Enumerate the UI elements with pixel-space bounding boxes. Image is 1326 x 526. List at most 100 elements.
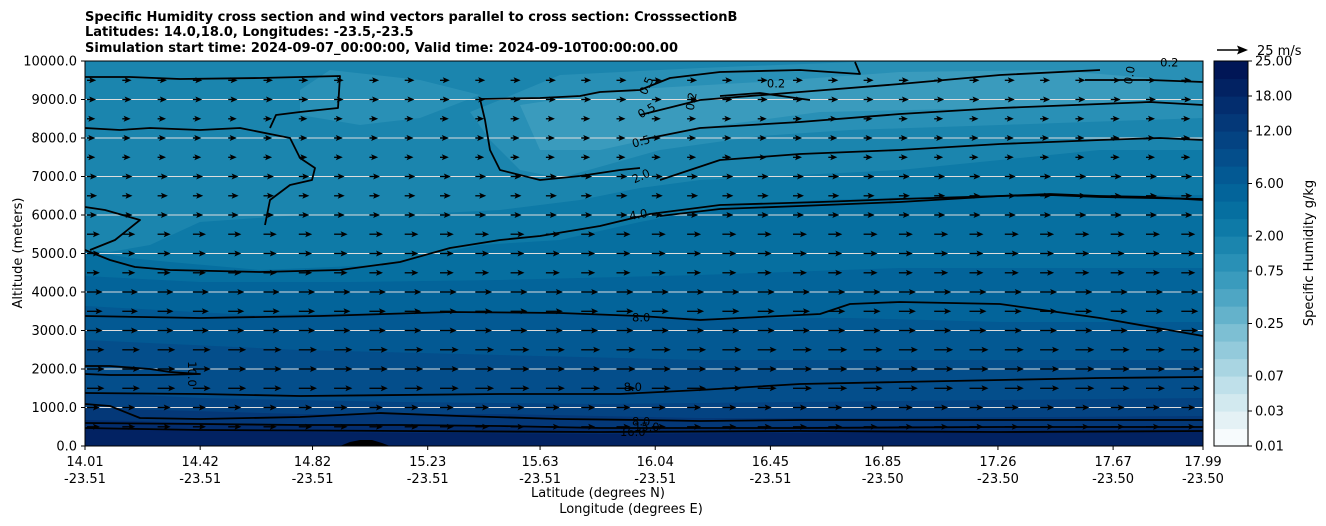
wind-arrow-head: [866, 77, 874, 84]
wind-arrow-head: [92, 231, 100, 238]
wind-arrow-head: [1052, 346, 1060, 353]
wind-arrow-head: [1077, 115, 1085, 122]
wind-arrow-head: [479, 212, 487, 218]
wind-arrow-head: [234, 404, 242, 411]
wind-arrow-head: [946, 385, 954, 392]
wind-arrow-head: [343, 327, 351, 334]
wind-arrow-head: [840, 385, 848, 392]
wind-arrow-head: [446, 404, 454, 411]
wind-arrow-head: [795, 135, 802, 141]
contour-label: 8.0: [632, 415, 650, 429]
wind-arrow-head: [900, 115, 908, 122]
wind-arrow-head: [870, 269, 878, 276]
wind-arrow-head: [477, 154, 485, 161]
wind-arrow-head: [654, 96, 662, 103]
wind-arrow-head: [937, 96, 945, 103]
wind-arrow-head: [1112, 115, 1120, 122]
wind-arrow-head: [726, 173, 734, 180]
x-tick-label-lon: -23.51: [64, 472, 106, 487]
wind-arrow-head: [1087, 366, 1095, 372]
wind-arrow-head: [658, 423, 666, 430]
wind-arrow-head: [269, 250, 277, 257]
colorbar-band: [1214, 131, 1248, 150]
wind-reference-key: 25 m/s: [1217, 44, 1302, 59]
wind-arrow-head: [1150, 192, 1157, 199]
wind-arrow-head: [195, 96, 203, 103]
wind-arrow-head: [1087, 385, 1095, 392]
wind-arrow-head: [941, 269, 949, 276]
wind-arrow-head: [446, 269, 454, 276]
wind-arrow-head: [1079, 192, 1087, 199]
wind-arrow-head: [1120, 327, 1128, 334]
wind-arrow-head: [588, 404, 596, 411]
wind-arrow-head: [1016, 346, 1024, 353]
wind-arrow-head: [485, 289, 493, 295]
wind-arrow-head: [1008, 173, 1016, 180]
wind-arrow-head: [797, 173, 804, 180]
wind-arrow-head: [661, 308, 669, 315]
wind-arrow-head: [482, 423, 490, 430]
wind-arrow-head: [1078, 96, 1086, 103]
wind-arrow-head: [767, 289, 775, 295]
colorbar-band: [1214, 358, 1248, 377]
wind-arrow-head: [336, 77, 344, 84]
wind-arrow-head: [623, 423, 631, 430]
wind-arrow-head: [514, 192, 522, 199]
wind-arrow-head: [699, 346, 707, 353]
wind-arrow-head: [981, 346, 989, 353]
wind-arrow-head: [1191, 308, 1199, 315]
humidity-band-10: [520, 70, 1150, 150]
y-tick-label: 5000.0: [32, 247, 78, 262]
contour-label: 8.0: [624, 380, 642, 394]
wind-arrow-head: [800, 404, 807, 411]
wind-arrow-head: [901, 96, 909, 103]
wind-arrow-head: [1153, 423, 1160, 430]
wind-arrow-head: [769, 385, 777, 392]
wind-arrow-head: [265, 135, 273, 141]
wind-arrow-head: [944, 289, 952, 295]
wind-arrow-head: [199, 404, 206, 411]
wind-arrow-head: [520, 289, 528, 295]
wind-arrow-head: [936, 115, 944, 122]
wind-arrow-head: [944, 308, 952, 315]
wind-arrow-head: [591, 289, 599, 295]
wind-arrow-head: [199, 250, 206, 257]
wind-arrow-head: [623, 269, 631, 276]
wind-arrow-head: [514, 173, 522, 180]
wind-arrow-head: [699, 366, 707, 372]
x-tick-label-lon: -23.51: [292, 472, 334, 487]
wind-arrow-head: [95, 308, 103, 315]
wind-arrow-head: [981, 366, 989, 372]
wind-arrow-head: [654, 77, 662, 84]
x-tick-label-lat: 17.67: [1095, 455, 1132, 470]
wind-arrow-head: [838, 289, 846, 295]
wind-arrow-head: [234, 423, 242, 430]
wind-arrow-head: [1188, 250, 1196, 257]
wind-arrow-head: [694, 231, 702, 238]
wind-arrow-head: [407, 96, 415, 103]
wind-arrow-head: [838, 308, 846, 315]
wind-arrow-head: [971, 154, 979, 161]
wind-arrow-head: [239, 346, 247, 353]
contour-label: 0.2: [683, 91, 700, 111]
wind-arrow-head: [585, 173, 593, 180]
wind-arrow-head: [1006, 135, 1014, 141]
colorbar-band: [1214, 306, 1248, 325]
wind-arrow-head: [972, 77, 980, 84]
wind-arrow-head: [194, 154, 202, 161]
wind-arrow-head: [337, 173, 345, 180]
colorbar-frame: [1213, 60, 1249, 447]
wind-arrow-head: [123, 115, 131, 122]
wind-arrow-head: [131, 308, 138, 315]
colorbar-band: [1214, 96, 1248, 115]
wind-arrow-head: [946, 346, 954, 353]
wind-arrow-head: [908, 327, 916, 334]
wind-arrow-head: [1153, 231, 1160, 238]
wind-arrow-head: [729, 269, 737, 276]
wind-arrow-head: [411, 250, 419, 257]
wind-arrow-head: [408, 212, 416, 218]
wind-arrow-head: [514, 212, 522, 218]
wind-arrow-head: [416, 366, 424, 372]
wind-arrow-head: [376, 269, 383, 276]
